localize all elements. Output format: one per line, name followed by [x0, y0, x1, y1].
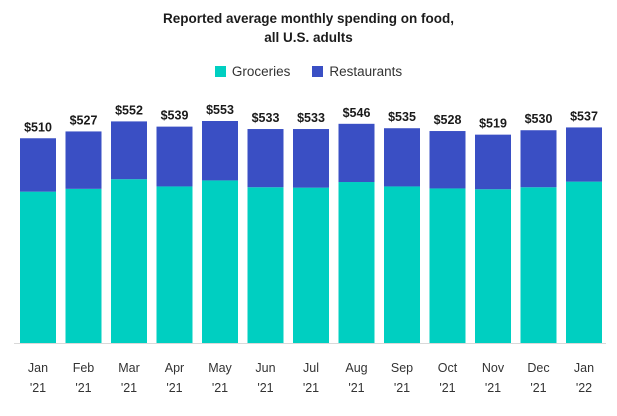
bar-groceries-5	[247, 187, 284, 343]
data-label-total-2: $552	[115, 103, 143, 117]
bar-groceries-7	[338, 182, 375, 343]
data-label-total-6: $533	[297, 111, 325, 125]
bar-groceries-11	[520, 187, 557, 343]
bar-groceries-1	[65, 188, 102, 343]
x-tick-year-9: '21	[439, 381, 455, 395]
bar-groceries-12	[566, 181, 602, 343]
x-tick-month-4: May	[208, 361, 232, 375]
bar-restaurants-9	[429, 131, 466, 189]
data-label-total-12: $537	[570, 109, 598, 123]
bar-restaurants-2	[111, 121, 147, 180]
x-tick-year-10: '21	[485, 381, 501, 395]
data-label-total-11: $530	[525, 112, 553, 126]
x-tick-year-0: '21	[30, 381, 46, 395]
x-tick-month-1: Feb	[73, 361, 95, 375]
bar-groceries-0	[20, 191, 56, 343]
chart-title: Reported average monthly spending on foo…	[0, 9, 617, 47]
data-label-total-9: $528	[434, 113, 462, 127]
chart-title-line2: all U.S. adults	[264, 30, 353, 45]
x-tick-year-11: '21	[530, 381, 546, 395]
x-tick-year-4: '21	[212, 381, 228, 395]
x-tick-month-5: Jun	[255, 361, 275, 375]
x-tick-month-0: Jan	[28, 361, 48, 375]
bar-restaurants-1	[65, 131, 102, 189]
bar-restaurants-11	[520, 130, 557, 188]
data-label-total-4: $553	[206, 103, 234, 117]
data-label-total-10: $519	[479, 117, 507, 131]
x-tick-year-12: '22	[576, 381, 592, 395]
bar-groceries-4	[202, 180, 238, 343]
bar-restaurants-8	[384, 128, 420, 187]
bar-restaurants-12	[566, 127, 602, 182]
x-tick-month-10: Nov	[482, 361, 505, 375]
x-tick-month-9: Oct	[438, 361, 458, 375]
x-tick-month-12: Jan	[574, 361, 594, 375]
data-label-total-7: $546	[343, 106, 371, 120]
legend-item-restaurants: Restaurants	[312, 64, 402, 79]
bar-restaurants-6	[293, 129, 329, 188]
legend-label-groceries: Groceries	[231, 64, 291, 79]
bar-groceries-2	[111, 179, 147, 343]
x-tick-month-8: Sep	[391, 361, 413, 375]
bar-groceries-9	[429, 188, 466, 343]
bar-restaurants-7	[338, 123, 375, 183]
legend-swatch-restaurants	[312, 66, 324, 77]
data-label-total-1: $527	[70, 113, 98, 127]
chart-legend: Groceries Restaurants	[0, 64, 617, 79]
data-label-total-5: $533	[252, 111, 280, 125]
x-tick-month-7: Aug	[345, 361, 367, 375]
chart-title-line1: Reported average monthly spending on foo…	[162, 11, 455, 26]
x-tick-year-8: '21	[394, 381, 410, 395]
legend-item-groceries: Groceries	[214, 64, 291, 79]
x-tick-month-2: Mar	[118, 361, 140, 375]
x-tick-month-6: Jul	[303, 361, 319, 375]
x-tick-year-7: '21	[348, 381, 364, 395]
data-label-total-3: $539	[161, 109, 189, 123]
x-tick-year-6: '21	[303, 381, 319, 395]
bar-restaurants-4	[202, 121, 238, 181]
x-tick-month-11: Dec	[527, 361, 549, 375]
data-label-total-8: $535	[388, 110, 416, 124]
x-tick-year-3: '21	[166, 381, 182, 395]
bar-restaurants-0	[20, 138, 56, 192]
x-tick-year-1: '21	[75, 381, 91, 395]
x-tick-month-3: Apr	[165, 361, 184, 375]
bar-groceries-3	[156, 186, 193, 343]
legend-swatch-groceries	[214, 66, 226, 77]
bar-restaurants-10	[475, 134, 511, 190]
legend-label-restaurants: Restaurants	[329, 64, 403, 79]
bar-groceries-6	[293, 187, 329, 343]
x-tick-year-2: '21	[121, 381, 137, 395]
bar-restaurants-5	[247, 129, 284, 188]
bar-restaurants-3	[156, 126, 193, 187]
bar-groceries-8	[384, 186, 420, 343]
x-tick-year-5: '21	[257, 381, 273, 395]
bar-groceries-10	[475, 189, 511, 343]
data-label-total-0: $510	[24, 120, 52, 134]
